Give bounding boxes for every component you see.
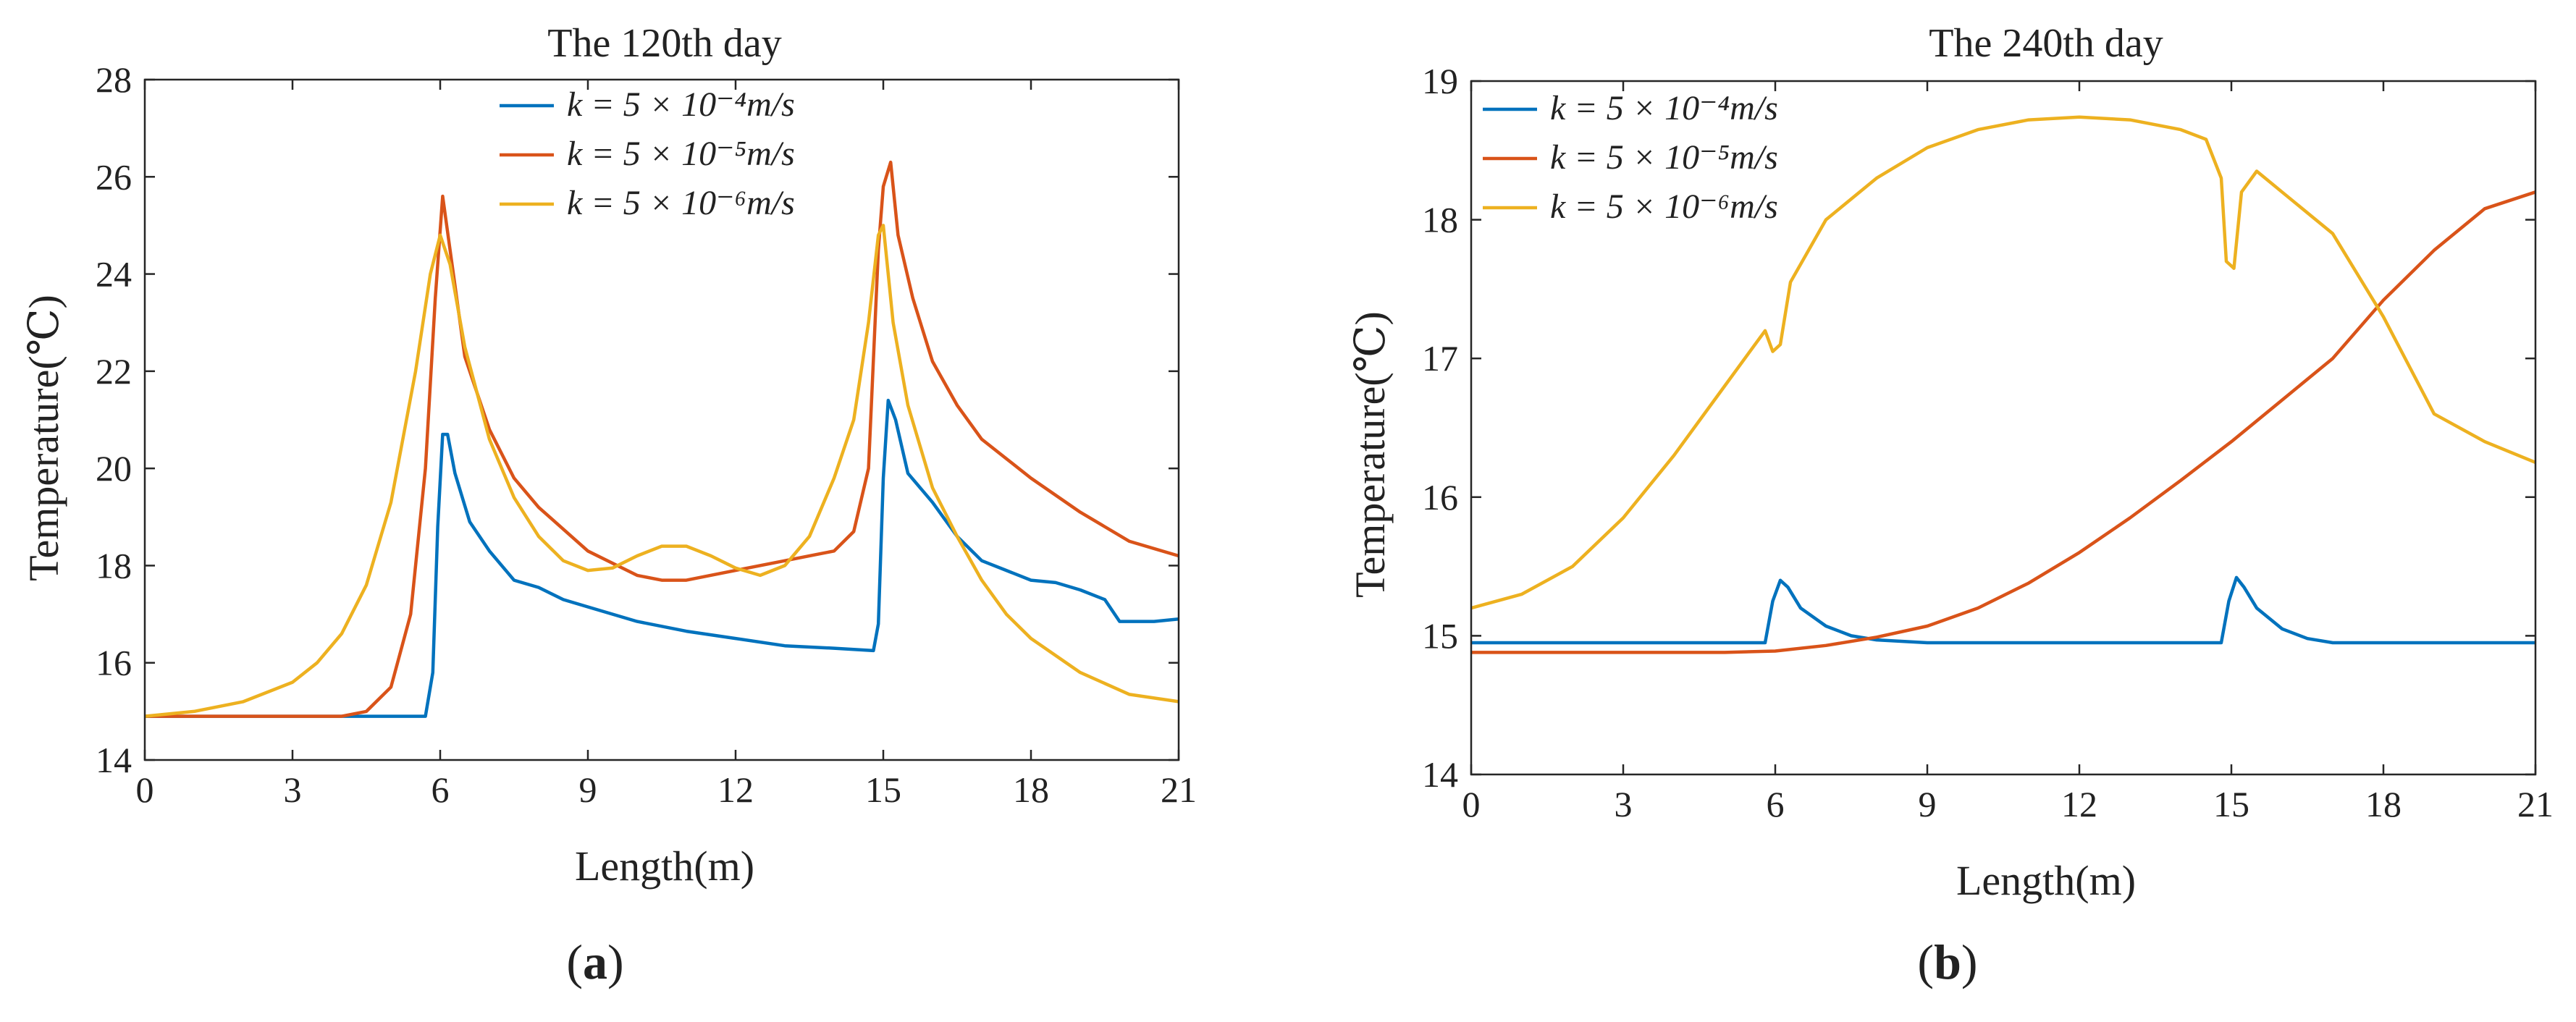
- plot-layer: 0 3 6 9 12 15 18 21 14 16 18 20 22 24 26 28 k = 5 × 10⁻⁴…: [96, 59, 2554, 824]
- chart-b-ylabel: Temperature(℃): [1347, 311, 1394, 598]
- y-tick-label: 28: [96, 59, 132, 100]
- y-tick-label: 14: [96, 740, 132, 780]
- x-tick-label: 9: [579, 769, 597, 810]
- legend-label-2: k = 5 × 10⁻⁵m/s: [567, 135, 795, 173]
- y-tick-label: 18: [96, 545, 132, 586]
- x-tick-label: 21: [2517, 784, 2554, 824]
- x-tick-label: 18: [1013, 769, 1049, 810]
- legend-label-1: k = 5 × 10⁻⁴m/s: [1550, 89, 1778, 127]
- series-line-1: [1471, 575, 2535, 645]
- chart-a-xlabel: Length(m): [575, 842, 754, 890]
- x-tick-label: 3: [1615, 784, 1633, 824]
- y-tick-label: 16: [1422, 477, 1458, 518]
- chart-b-xlabel: Length(m): [1956, 857, 2136, 904]
- plot-frame: [1470, 80, 2537, 776]
- chart-a: 0 3 6 9 12 15 18 21 14 16 18 20 22 24 26 28 k = 5 × 10⁻⁴…: [96, 59, 1197, 810]
- x-tick-label: 0: [136, 769, 154, 810]
- x-tick-label: 9: [1919, 784, 1937, 824]
- chart-a-ylabel: Temperature(℃): [20, 295, 67, 581]
- y-tick-label: 16: [96, 643, 132, 683]
- x-tick-label: 15: [2213, 784, 2249, 824]
- x-tick-label: 12: [717, 769, 754, 810]
- y-tick-label: 26: [96, 156, 132, 197]
- x-tick-label: 0: [1462, 784, 1481, 824]
- legend-label-1: k = 5 × 10⁻⁴m/s: [567, 85, 795, 124]
- y-tick-label: 20: [96, 448, 132, 489]
- panel-a-label: (a): [566, 934, 623, 989]
- legend-label-3: k = 5 × 10⁻⁶m/s: [567, 184, 795, 222]
- y-tick-label: 18: [1422, 200, 1458, 240]
- x-tick-label: 6: [432, 769, 450, 810]
- series-line-1: [145, 398, 1179, 718]
- legend-label-2: k = 5 × 10⁻⁵m/s: [1550, 138, 1778, 177]
- chart-b-title: The 240th day: [1929, 21, 2163, 66]
- x-tick-label: 12: [2061, 784, 2097, 824]
- panel-b-label: (b): [1917, 934, 1977, 989]
- chart-a-title: The 120th day: [547, 21, 781, 66]
- y-tick-label: 22: [96, 351, 132, 392]
- plot-frame: [143, 78, 1180, 761]
- y-tick-label: 15: [1422, 615, 1458, 656]
- series-line-3: [1470, 115, 2536, 610]
- panel-b: The 240th day Length(m) Temperature(℃) (…: [1347, 21, 2163, 989]
- y-tick-label: 24: [96, 254, 132, 295]
- x-tick-label: 21: [1161, 769, 1197, 810]
- x-tick-label: 3: [284, 769, 302, 810]
- chart-b: 0 3 6 9 12 15 18 21 14 15 16 17 18 19 k = 5 × 10⁻⁴m/s k…: [1422, 61, 2554, 824]
- series-line-3: [144, 224, 1179, 718]
- x-tick-label: 15: [865, 769, 901, 810]
- panel-a: The 120th day Length(m) Temperature(℃) (…: [20, 21, 782, 989]
- series-line-2: [1471, 190, 2536, 654]
- legend-label-3: k = 5 × 10⁻⁶m/s: [1550, 187, 1778, 226]
- y-tick-label: 17: [1422, 338, 1458, 379]
- y-tick-label: 14: [1422, 754, 1458, 795]
- y-tick-label: 19: [1422, 61, 1458, 101]
- series-line-2: [145, 160, 1179, 718]
- x-tick-label: 18: [2365, 784, 2402, 824]
- x-tick-label: 6: [1767, 784, 1785, 824]
